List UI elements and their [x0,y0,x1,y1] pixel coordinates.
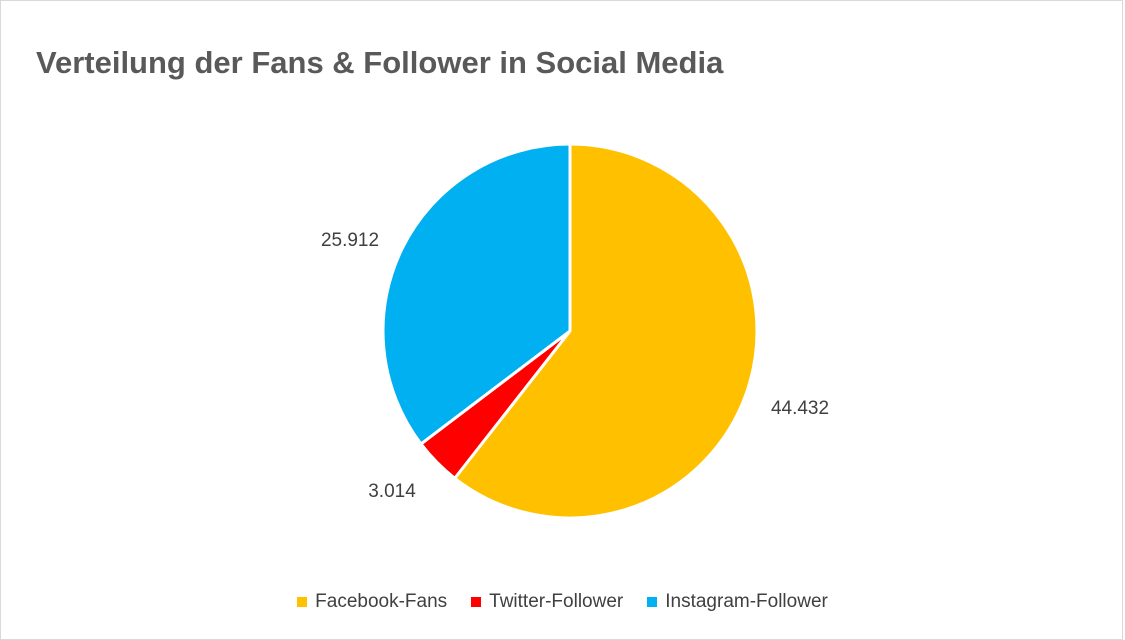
pie-slice-facebook-fans [453,142,759,520]
legend-swatch-instagram-follower [647,597,658,607]
data-label-twitter-follower: 3.014 [368,481,416,502]
legend-label-twitter-follower: Twitter-Follower [489,591,624,612]
pie-slice-instagram-follower [381,142,572,446]
legend-item-facebook-fans: Facebook-Fans [297,591,447,613]
data-label-instagram-follower: 25.912 [321,230,379,251]
legend: Facebook-Fans Twitter-Follower Instagram… [1,591,1124,613]
legend-swatch-twitter-follower [471,597,482,607]
legend-item-instagram-follower: Instagram-Follower [647,591,828,613]
legend-label-facebook-fans: Facebook-Fans [315,591,448,612]
legend-item-twitter-follower: Twitter-Follower [471,591,623,613]
legend-label-instagram-follower: Instagram-Follower [665,591,828,612]
data-label-facebook-fans: 44.432 [771,398,829,419]
chart-title: Verteilung der Fans & Follower in Social… [36,45,724,80]
legend-swatch-facebook-fans [297,597,308,607]
